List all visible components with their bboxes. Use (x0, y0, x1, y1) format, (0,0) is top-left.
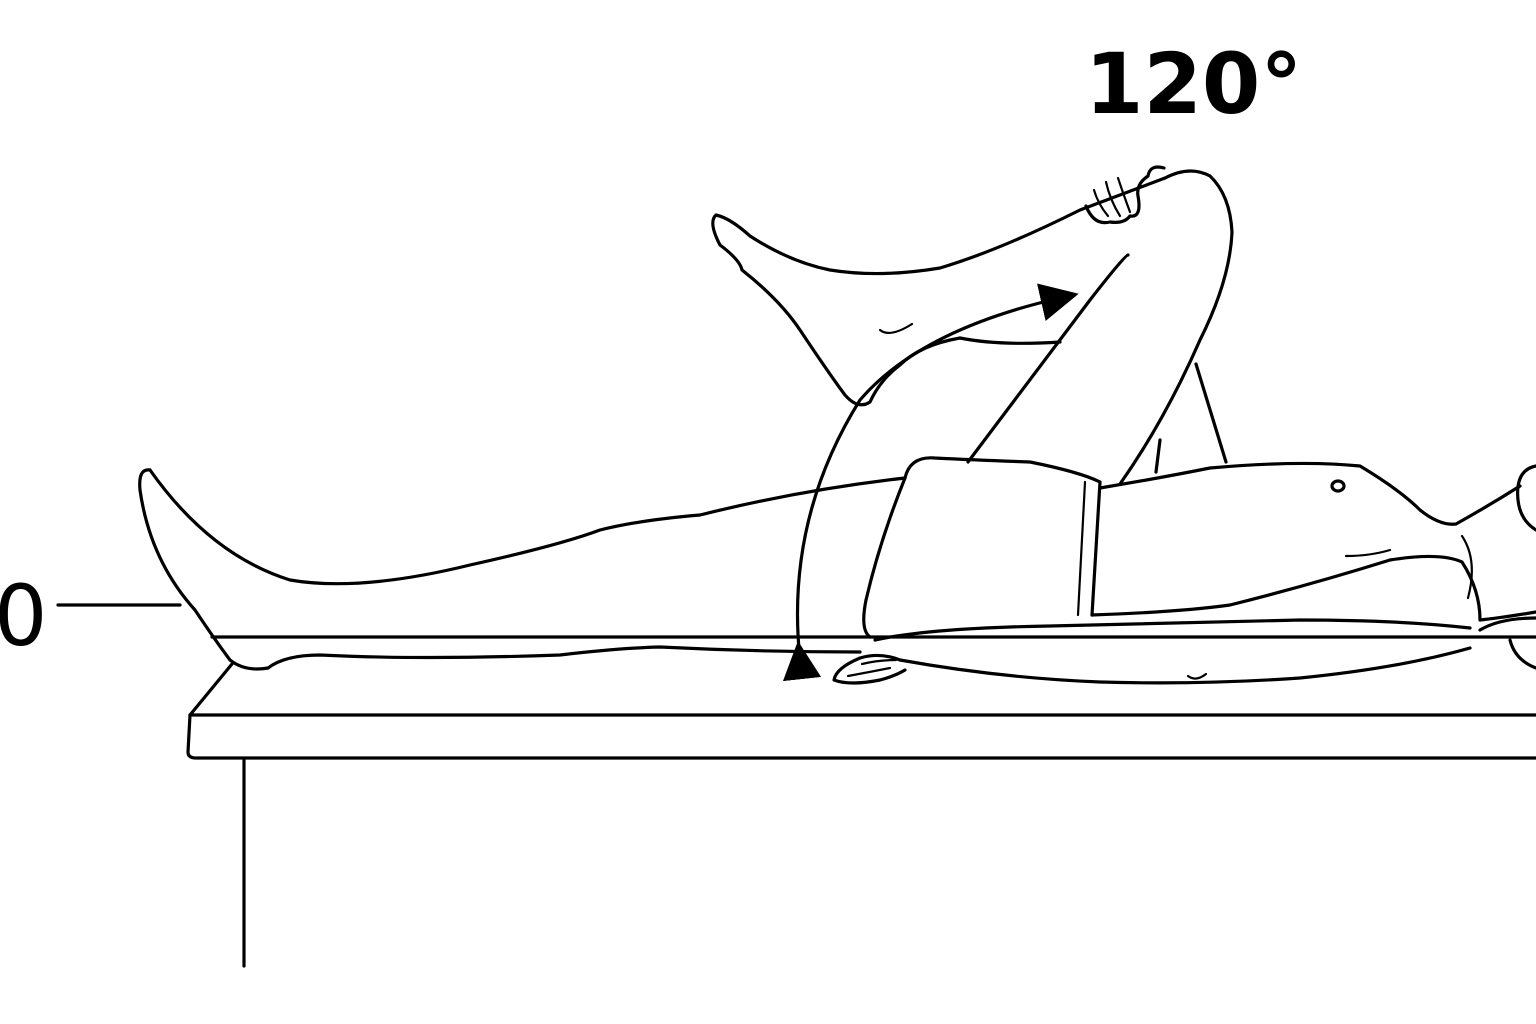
abdomen-contour (1098, 461, 1522, 526)
examiner-fingers (1092, 176, 1132, 218)
navel (1330, 479, 1346, 493)
rib-line (1344, 534, 1473, 600)
straight-leg-bottom-contour (266, 645, 862, 670)
far-arm (1478, 616, 1536, 670)
exam-table (186, 662, 1536, 968)
straight-leg-foot-upper (138, 468, 270, 671)
arc-path (782, 283, 1079, 682)
shorts-waistband (1076, 480, 1087, 617)
straight-leg (138, 468, 907, 671)
neutral-angle-label: 0 (0, 567, 47, 665)
elbow-crease (1186, 672, 1208, 680)
examiner-hand (1084, 165, 1166, 225)
shoulder (1516, 464, 1536, 532)
straight-leg-top-contour (148, 468, 907, 586)
shorts-outline (862, 456, 1102, 639)
flexed-shin-lower (958, 336, 1062, 345)
flexion-angle-label: 120° (1085, 35, 1302, 133)
table-front-edge (186, 713, 1536, 760)
neutral-reference: 0 (0, 567, 1536, 665)
near-arm (832, 618, 1472, 685)
hamstring-line (1154, 362, 1228, 474)
finger-lines (846, 658, 898, 678)
flexed-thigh-back (1118, 169, 1234, 486)
flexion-arc-arrow (782, 283, 1079, 682)
torso (862, 456, 1536, 670)
back-contour (1090, 554, 1536, 622)
arm-lower-contour (898, 646, 1472, 685)
table-top-surface (188, 662, 1536, 717)
ankle-detail (878, 322, 914, 335)
flexed-thigh-front (966, 253, 1130, 464)
